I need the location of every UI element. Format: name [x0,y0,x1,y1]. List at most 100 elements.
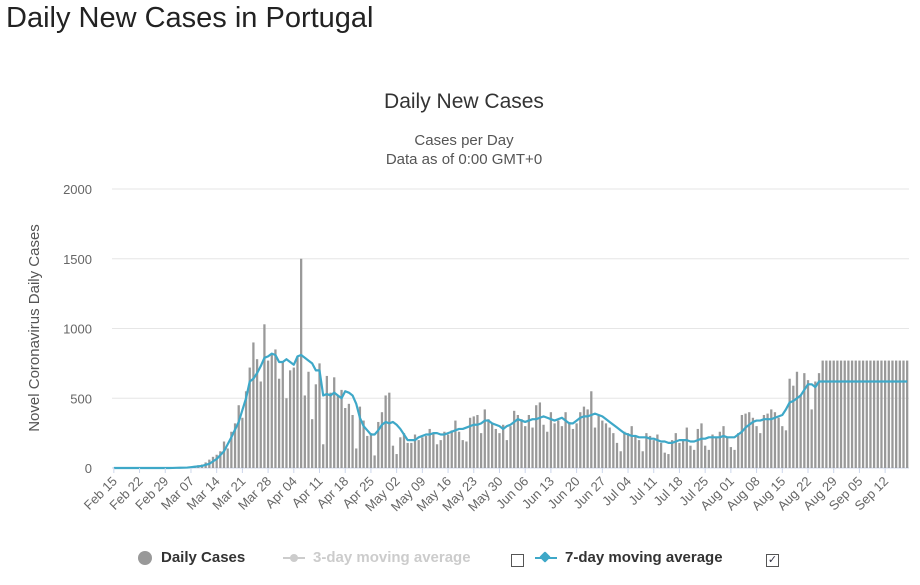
daily-cases-bar[interactable] [263,324,266,468]
daily-cases-bar[interactable] [538,402,542,468]
daily-cases-bar[interactable] [369,433,373,469]
daily-cases-bar[interactable] [773,412,777,468]
daily-cases-bar[interactable] [825,360,828,468]
daily-cases-bar[interactable] [303,395,306,468]
daily-cases-bar[interactable] [399,437,402,468]
daily-cases-bar[interactable] [597,414,600,468]
daily-cases-bar[interactable] [740,414,744,468]
daily-cases-bar[interactable] [446,434,450,468]
daily-cases-bar[interactable] [516,414,519,468]
daily-cases-bar[interactable] [861,360,865,468]
daily-cases-bar[interactable] [395,454,398,468]
daily-cases-bar[interactable] [524,426,527,468]
daily-cases-bar[interactable] [733,449,736,468]
daily-cases-bar[interactable] [355,448,358,468]
daily-cases-bar[interactable] [858,360,861,468]
daily-cases-bar[interactable] [505,440,508,468]
daily-cases-bar[interactable] [586,409,589,468]
daily-cases-bar[interactable] [876,360,879,468]
daily-cases-bar[interactable] [443,431,446,468]
daily-cases-bar[interactable] [373,455,376,468]
daily-cases-bar[interactable] [821,360,824,468]
daily-cases-bar[interactable] [347,403,351,468]
daily-cases-bar[interactable] [755,426,758,468]
daily-cases-bar[interactable] [535,405,538,468]
daily-cases-bar[interactable] [748,412,751,468]
daily-cases-bar[interactable] [575,423,578,468]
daily-cases-bar[interactable] [906,360,909,468]
daily-cases-bar[interactable] [435,444,439,468]
daily-cases-bar[interactable] [715,437,718,468]
daily-cases-bar[interactable] [417,440,420,468]
daily-cases-bar[interactable] [850,360,854,468]
daily-cases-bar[interactable] [564,412,567,468]
daily-cases-bar[interactable] [711,434,714,468]
daily-cases-bar[interactable] [307,371,310,468]
ma7-line[interactable] [113,352,908,470]
daily-cases-bar[interactable] [454,420,457,468]
daily-cases-bar[interactable] [255,359,259,468]
daily-cases-bar[interactable] [424,435,428,468]
daily-cases-bar[interactable] [656,434,659,468]
daily-cases-bar[interactable] [744,413,747,468]
daily-cases-bar[interactable] [729,447,733,468]
daily-cases-bar[interactable] [237,405,240,468]
daily-cases-bar[interactable] [421,437,424,468]
daily-cases-bar[interactable] [483,409,486,468]
daily-cases-bar[interactable] [233,423,237,468]
daily-cases-bar[interactable] [634,435,637,468]
daily-cases-bar[interactable] [847,360,850,468]
daily-cases-bar[interactable] [854,360,857,468]
daily-cases-bar[interactable] [219,451,222,468]
daily-cases-bar[interactable] [810,409,813,468]
daily-cases-bar[interactable] [553,423,556,468]
daily-cases-bar[interactable] [296,356,299,468]
daily-cases-bar[interactable] [498,433,501,469]
daily-cases-bar[interactable] [292,367,295,468]
daily-cases-bar[interactable] [487,419,490,468]
daily-cases-bar[interactable] [344,408,347,468]
daily-cases-bar[interactable] [751,417,755,468]
daily-cases-bar[interactable] [726,437,729,468]
daily-cases-bar[interactable] [579,412,582,468]
daily-cases-bar[interactable] [546,431,549,468]
daily-cases-bar[interactable] [608,427,611,468]
daily-cases-bar[interactable] [766,413,769,468]
daily-cases-bar[interactable] [590,391,593,468]
daily-cases-bar[interactable] [527,414,531,468]
daily-cases-bar[interactable] [722,426,725,468]
daily-cases-bar[interactable] [549,412,553,468]
daily-cases-bar[interactable] [560,426,564,468]
daily-cases-bar[interactable] [865,360,868,468]
daily-cases-bar[interactable] [891,360,894,468]
daily-cases-bar[interactable] [402,433,406,469]
daily-cases-bar[interactable] [806,380,810,468]
daily-cases-bar[interactable] [266,360,270,468]
daily-cases-bar[interactable] [737,433,740,469]
daily-cases-bar[interactable] [230,431,233,468]
daily-cases-bar[interactable] [336,395,340,468]
daily-cases-bar[interactable] [593,427,597,468]
daily-cases-bar[interactable] [351,414,354,468]
daily-cases-bar[interactable] [457,431,461,468]
daily-cases-bar[interactable] [432,433,435,469]
daily-cases-bar[interactable] [450,430,453,468]
legend-item-7day-average[interactable]: 7-day moving average [535,549,723,566]
daily-cases-bar[interactable] [288,370,292,468]
daily-cases-bar[interactable] [836,360,839,468]
daily-cases-bar[interactable] [641,451,644,468]
daily-cases-bar[interactable] [461,440,464,468]
daily-cases-bar[interactable] [259,381,262,468]
daily-cases-bar[interactable] [329,392,332,468]
legend-item-daily-cases[interactable]: Daily Cases [138,549,245,566]
daily-cases-bar[interactable] [322,444,325,468]
daily-cases-bar[interactable] [762,414,766,468]
daily-cases-bar[interactable] [557,420,560,468]
daily-cases-bar[interactable] [645,433,648,469]
daily-cases-bar[interactable] [311,419,314,468]
daily-cases-bar[interactable] [615,442,619,468]
daily-cases-bar[interactable] [681,440,685,468]
daily-cases-bar[interactable] [902,360,905,468]
daily-cases-bar[interactable] [333,377,336,468]
daily-cases-bar[interactable] [623,431,626,468]
